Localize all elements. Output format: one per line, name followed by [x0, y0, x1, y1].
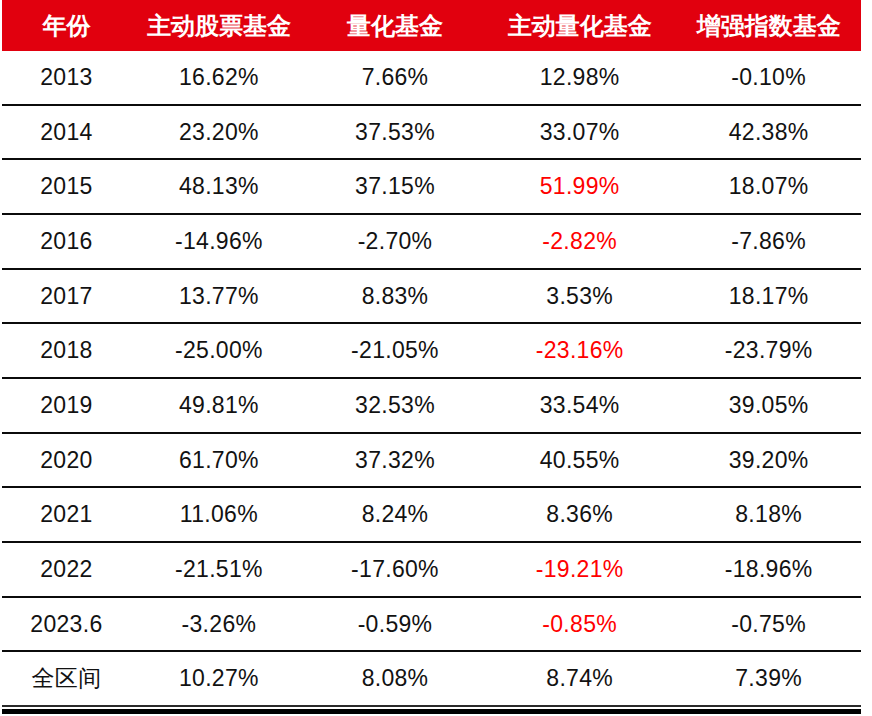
year-cell: 2017: [2, 283, 131, 310]
value-cell: 18.07%: [676, 173, 861, 200]
column-header-year: 年份: [2, 10, 131, 42]
value-cell: 16.62%: [131, 64, 307, 91]
value-cell: -0.59%: [307, 611, 483, 638]
value-cell: 8.83%: [307, 283, 483, 310]
value-cell: 37.32%: [307, 447, 483, 474]
year-cell: 2016: [2, 228, 131, 255]
value-cell: 32.53%: [307, 392, 483, 419]
value-cell: -0.85%: [483, 611, 676, 638]
value-cell: 49.81%: [131, 392, 307, 419]
year-cell: 2013: [2, 64, 131, 91]
year-cell: 2020: [2, 447, 131, 474]
column-header-quant-funds: 量化基金: [307, 10, 483, 42]
value-cell: 33.54%: [483, 392, 676, 419]
year-cell: 2019: [2, 392, 131, 419]
table-row: 全区间10.27%8.08%8.74%7.39%: [2, 650, 861, 705]
value-cell: 10.27%: [131, 665, 307, 692]
year-cell: 2014: [2, 119, 131, 146]
table-row: 2023.6-3.26%-0.59%-0.85%-0.75%: [2, 596, 861, 651]
value-cell: -23.16%: [483, 337, 676, 364]
returns-table: 年份 主动股票基金 量化基金 主动量化基金 增强指数基金 201316.62%7…: [2, 0, 861, 716]
table-row: 201548.13%37.15%51.99%18.07%: [2, 158, 861, 213]
value-cell: 33.07%: [483, 119, 676, 146]
value-cell: 12.98%: [483, 64, 676, 91]
value-cell: -23.79%: [676, 337, 861, 364]
value-cell: 8.24%: [307, 501, 483, 528]
table-row: 202061.70%37.32%40.55%39.20%: [2, 432, 861, 487]
year-cell: 2021: [2, 501, 131, 528]
column-header-active-equity-funds: 主动股票基金: [131, 10, 307, 42]
value-cell: -21.05%: [307, 337, 483, 364]
table-row: 201713.77%8.83%3.53%18.17%: [2, 268, 861, 323]
value-cell: 7.39%: [676, 665, 861, 692]
table-row: 2022-21.51%-17.60%-19.21%-18.96%: [2, 541, 861, 596]
year-cell: 2018: [2, 337, 131, 364]
value-cell: -2.70%: [307, 228, 483, 255]
value-cell: 8.08%: [307, 665, 483, 692]
table-row: 201316.62%7.66%12.98%-0.10%: [2, 51, 861, 104]
value-cell: -21.51%: [131, 556, 307, 583]
column-header-active-quant-funds: 主动量化基金: [483, 10, 676, 42]
table-row: 2016-14.96%-2.70%-2.82%-7.86%: [2, 213, 861, 268]
year-cell: 全区间: [2, 663, 131, 694]
column-header-enhanced-index-funds: 增强指数基金: [676, 10, 861, 42]
table-row: 2018-25.00%-21.05%-23.16%-23.79%: [2, 322, 861, 377]
value-cell: 51.99%: [483, 173, 676, 200]
table-row: 201949.81%32.53%33.54%39.05%: [2, 377, 861, 432]
value-cell: -17.60%: [307, 556, 483, 583]
value-cell: -3.26%: [131, 611, 307, 638]
table-bottom-rule: [2, 705, 861, 714]
table-body: 201316.62%7.66%12.98%-0.10%201423.20%37.…: [2, 51, 861, 705]
value-cell: 7.66%: [307, 64, 483, 91]
value-cell: 23.20%: [131, 119, 307, 146]
value-cell: 48.13%: [131, 173, 307, 200]
table-row: 202111.06%8.24%8.36%8.18%: [2, 486, 861, 541]
value-cell: -7.86%: [676, 228, 861, 255]
value-cell: 3.53%: [483, 283, 676, 310]
value-cell: -0.10%: [676, 64, 861, 91]
year-cell: 2023.6: [2, 611, 131, 638]
value-cell: 37.53%: [307, 119, 483, 146]
value-cell: 13.77%: [131, 283, 307, 310]
year-cell: 2022: [2, 556, 131, 583]
value-cell: 8.74%: [483, 665, 676, 692]
year-cell: 2015: [2, 173, 131, 200]
table-row: 201423.20%37.53%33.07%42.38%: [2, 104, 861, 159]
value-cell: -25.00%: [131, 337, 307, 364]
value-cell: -0.75%: [676, 611, 861, 638]
value-cell: 11.06%: [131, 501, 307, 528]
value-cell: 18.17%: [676, 283, 861, 310]
table-header-row: 年份 主动股票基金 量化基金 主动量化基金 增强指数基金: [2, 0, 861, 51]
value-cell: -14.96%: [131, 228, 307, 255]
value-cell: 39.05%: [676, 392, 861, 419]
value-cell: 40.55%: [483, 447, 676, 474]
value-cell: -18.96%: [676, 556, 861, 583]
value-cell: -2.82%: [483, 228, 676, 255]
value-cell: 61.70%: [131, 447, 307, 474]
value-cell: -19.21%: [483, 556, 676, 583]
value-cell: 8.18%: [676, 501, 861, 528]
value-cell: 42.38%: [676, 119, 861, 146]
value-cell: 8.36%: [483, 501, 676, 528]
value-cell: 37.15%: [307, 173, 483, 200]
value-cell: 39.20%: [676, 447, 861, 474]
